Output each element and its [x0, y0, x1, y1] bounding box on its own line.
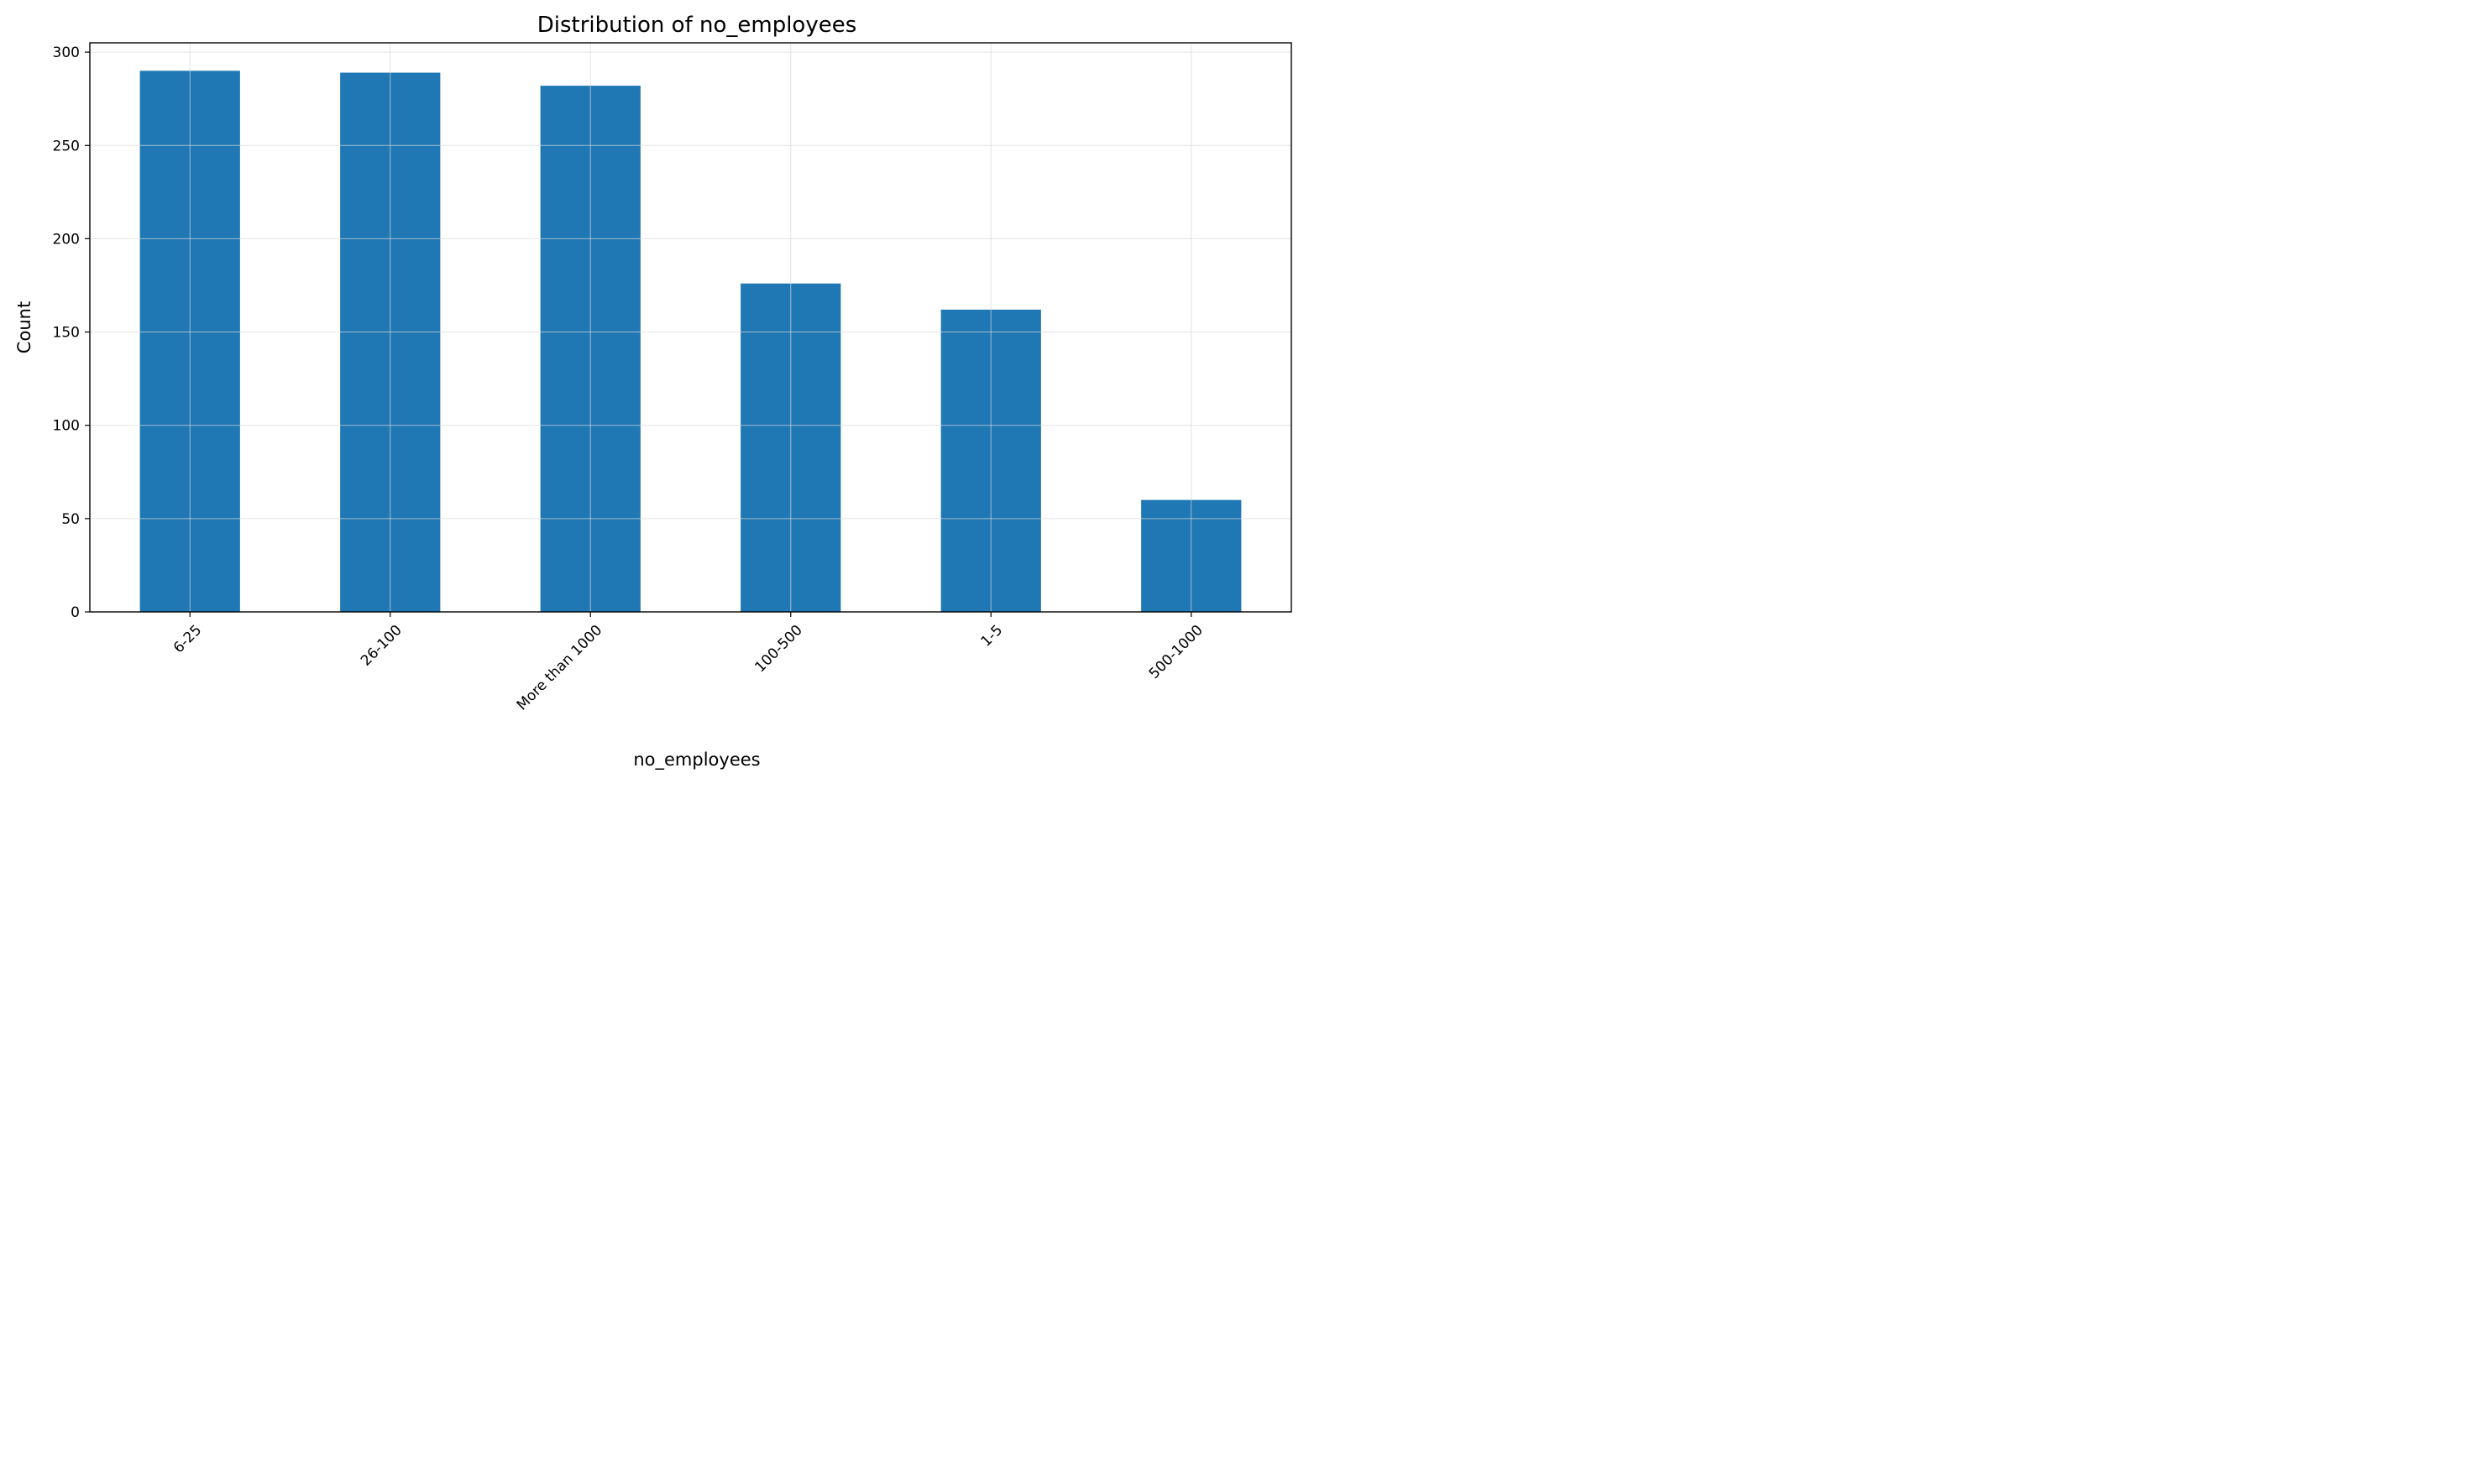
plot-frame [89, 42, 1292, 613]
x-axis-title: no_employees [633, 750, 760, 771]
y-tick-label-1: 50 [61, 511, 80, 528]
y-tick-label-4: 200 [53, 231, 80, 248]
chart-canvas: Distribution of no_employees 0 50 100 150 20… [14, 13, 1292, 771]
x-tick-label-2: More than 1000 [514, 622, 606, 714]
y-axis-title: Count [14, 301, 34, 353]
y-tick-label-3: 150 [53, 325, 80, 342]
x-tick-label-1: 26-100 [358, 622, 406, 670]
y-tick-label-6: 300 [53, 44, 80, 61]
y-tick-label-0: 0 [71, 604, 80, 621]
x-tick-label-4: 1-5 [977, 622, 1006, 651]
chart-title: Distribution of no_employees [537, 13, 857, 38]
bars [90, 43, 1291, 613]
x-tick-label-3: 100-500 [751, 622, 805, 676]
y-axis-ticks: 0 50 100 150 200 250 300 [53, 44, 90, 621]
x-tick-label-5: 500-1000 [1146, 622, 1207, 682]
x-tick-label-0: 6-25 [170, 622, 205, 656]
x-axis-ticks: 6-25 26-100 More than 1000 100-500 1-5 500-10… [170, 612, 1207, 713]
y-tick-label-5: 250 [53, 138, 80, 154]
y-tick-label-2: 100 [53, 418, 80, 435]
